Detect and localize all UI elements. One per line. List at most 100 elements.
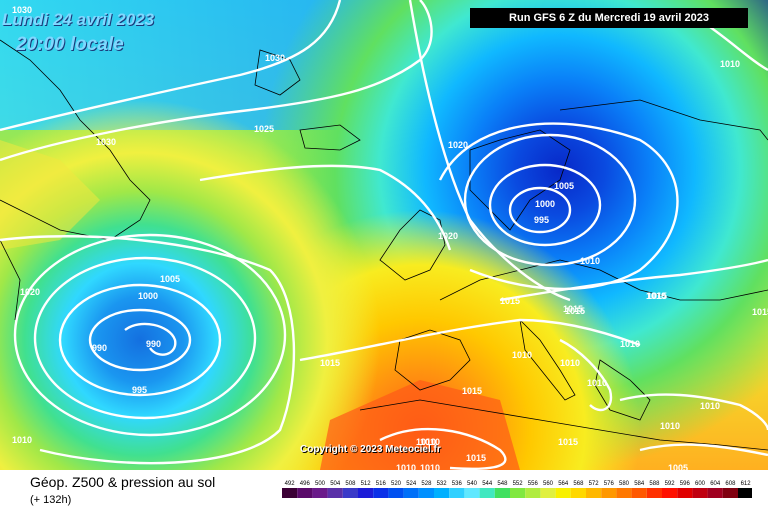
isobar-1020 (199, 164, 452, 251)
isobar-label: 1010 (512, 350, 532, 360)
north-africa-coast (359, 399, 768, 451)
scale-tick-label: 536 (452, 481, 463, 487)
isobar-label: 1010 (580, 256, 600, 266)
scale-tick-label: 520 (391, 481, 402, 487)
isobar-label: 1010 (416, 437, 436, 447)
isobar-label: 1010 (396, 463, 416, 470)
isobar-label: 1010 (587, 378, 607, 388)
scandinavia-coast (469, 129, 571, 231)
scale-swatch (738, 488, 752, 498)
isobar-1005 (13, 233, 287, 437)
isobar-label: 1010 (620, 339, 640, 349)
isobar-labels: 1030103010301025102010201020101510051000… (12, 5, 768, 470)
scale-tick-label: 600 (695, 481, 706, 487)
scale-tick-label: 580 (619, 481, 630, 487)
geopotential-map: 1030103010301025102010201020101510051000… (0, 0, 768, 470)
scale-swatch (449, 488, 465, 498)
scale-swatch (327, 488, 343, 498)
valid-time: 20:00 locale (16, 34, 124, 55)
isobar-990-inner (124, 322, 177, 356)
scale-tick-label: 548 (497, 481, 508, 487)
isobar-label: 990 (92, 343, 107, 353)
scale-swatch (540, 488, 556, 498)
scale-tick-label: 552 (513, 481, 524, 487)
isobar-1025 (0, 0, 433, 162)
legend-footer: Géop. Z500 & pression au sol (+ 132h) 49… (0, 470, 768, 512)
isobar-1010-west (0, 235, 296, 465)
scale-swatch (646, 488, 662, 498)
scale-swatch (601, 488, 617, 498)
central-europe-coast (439, 259, 768, 301)
isobar-label: 1010 (660, 421, 680, 431)
isobar-label: 1015 (558, 437, 578, 447)
isobar-1010-east (619, 393, 768, 431)
isobar-label: 995 (534, 215, 549, 225)
scale-swatch (297, 488, 313, 498)
isobar-1010-italy (559, 338, 613, 412)
scale-tick-label: 504 (330, 481, 341, 487)
copyright: Copyright © 2023 Meteociel.fr (300, 444, 441, 455)
scale-tick-label: 516 (376, 481, 387, 487)
scale-tick-label: 612 (741, 481, 752, 487)
valid-date: Lundi 24 avril 2023 (2, 10, 155, 29)
isobar-1015-south (299, 318, 641, 362)
scale-tick-label: 512 (361, 481, 372, 487)
isobar-label: 1005 (160, 274, 180, 284)
greenland-ridge (0, 140, 100, 250)
greece-coast (594, 359, 651, 421)
isobar-label: 1010 (420, 437, 440, 447)
scale-swatch (312, 488, 328, 498)
scale-swatch (510, 488, 526, 498)
svalbard-coast (254, 49, 301, 96)
scale-swatch (358, 488, 374, 498)
scale-swatch (494, 488, 510, 498)
scale-tick-label: 608 (725, 481, 736, 487)
canada-coast (0, 239, 21, 321)
scale-tick-label: 604 (710, 481, 721, 487)
isobar-label: 1005 (554, 181, 574, 191)
isobar-1000 (33, 256, 257, 420)
scale-swatch (692, 488, 708, 498)
scale-tick-label: 560 (543, 481, 554, 487)
scale-swatch (525, 488, 541, 498)
scale-swatch (662, 488, 678, 498)
scale-swatch (403, 488, 419, 498)
isobar-label: 1000 (535, 199, 555, 209)
italy-coast (519, 318, 576, 401)
scale-swatch (434, 488, 450, 498)
isobar-label: 1020 (20, 287, 40, 297)
scale-swatch (342, 488, 358, 498)
scale-tick-label: 592 (665, 481, 676, 487)
scale-tick-label: 492 (285, 481, 296, 487)
isobar-1010-scand (438, 122, 679, 291)
scale-tick-label: 588 (649, 481, 660, 487)
isobar-995 (58, 283, 222, 397)
arctic-russia-coast (559, 99, 768, 141)
isobar-label: 1010 (12, 435, 32, 445)
isobar-1015-europe (499, 258, 768, 302)
isobar-990 (88, 308, 192, 372)
isobar-label: 1020 (448, 140, 468, 150)
scale-swatch (373, 488, 389, 498)
isobar-label: 1015 (500, 296, 520, 306)
scale-tick-label: 584 (634, 481, 645, 487)
isobar-label: 1015 (565, 306, 585, 316)
isobar-label: 1015 (466, 453, 486, 463)
scale-swatch (388, 488, 404, 498)
isobar-1030 (0, 0, 342, 132)
iberia-coast (394, 329, 471, 391)
forecast-step: (+ 132h) (30, 494, 72, 506)
isobar-1010-africa (379, 427, 507, 470)
scale-swatch (282, 488, 298, 498)
scale-swatch (586, 488, 602, 498)
scale-tick-label: 528 (421, 481, 432, 487)
isobar-label: 1010 (560, 358, 580, 368)
scale-swatch (677, 488, 693, 498)
isobar-1005-east (639, 443, 768, 457)
isobar-label: 1030 (12, 5, 32, 15)
scale-tick-label: 496 (300, 481, 311, 487)
isobar-1020-east (408, 0, 571, 302)
scale-tick-label: 508 (345, 481, 356, 487)
scale-tick-label: 556 (528, 481, 539, 487)
isobar-1000-scand (488, 163, 602, 247)
